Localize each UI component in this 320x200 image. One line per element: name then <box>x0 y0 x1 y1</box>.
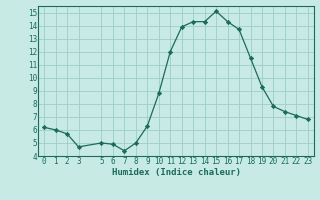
X-axis label: Humidex (Indice chaleur): Humidex (Indice chaleur) <box>111 168 241 177</box>
